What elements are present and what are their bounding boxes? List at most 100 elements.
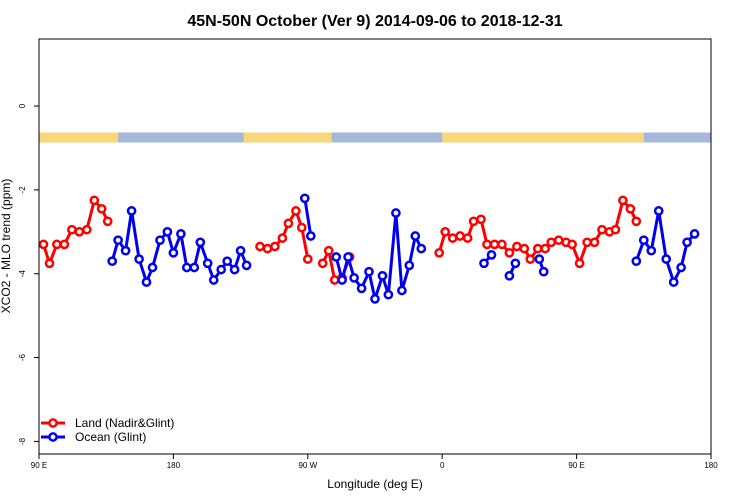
ocean-point-0-10: [176, 229, 186, 239]
y-tick-label-1: -2: [18, 186, 27, 194]
ocean-point-2-0: [331, 252, 342, 262]
land-point-3-6: [476, 214, 486, 225]
x-tick-label-3: 0: [440, 461, 445, 470]
plot-frame: [38, 38, 712, 455]
land-point-0-9: [102, 216, 113, 227]
ocean-point-2-8: [383, 289, 394, 300]
x-axis: 90 E 180 90 W 0 90 E 180: [31, 454, 718, 470]
land-point-0-6: [81, 224, 92, 235]
ocean-point-2-12: [410, 231, 421, 241]
ocean-point-2-6: [370, 294, 380, 304]
land-point-3-22: [589, 237, 600, 248]
land-point-3-11: [512, 241, 522, 252]
legend-marker-ocean: [48, 432, 58, 442]
ocean-point-1-1: [305, 231, 316, 241]
ocean-point-2-10: [397, 285, 407, 296]
land-point-3-17: [553, 235, 564, 246]
ocean-point-0-0: [107, 256, 118, 267]
ocean-point-0-5: [141, 277, 152, 287]
land-point-3-12: [519, 243, 530, 254]
ocean-point-0-19: [235, 245, 246, 256]
y-tick-label-3: -6: [18, 353, 27, 361]
land-point-1-4: [283, 218, 294, 229]
land-point-3-2: [447, 233, 458, 243]
ocean-point-1-0: [299, 193, 310, 204]
land-point-3-3: [455, 231, 465, 241]
ocean-point-2-11: [404, 260, 415, 271]
land-point-3-19: [567, 239, 577, 250]
y-axis-label: XCO2 - MLO trend (ppm): [0, 179, 13, 314]
ocean-point-0-11: [181, 262, 192, 273]
ocean-point-2-5: [364, 266, 374, 277]
land-point-1-0: [255, 241, 265, 252]
land-point-3-9: [497, 239, 507, 250]
x-axis-label: Longitude (deg E): [327, 477, 422, 491]
ocean-point-6-5: [668, 277, 679, 287]
land-point-0-4: [67, 224, 77, 235]
land-band-1: [243, 132, 332, 143]
ocean-point-2-4: [356, 283, 367, 294]
land-point-3-5: [468, 216, 479, 227]
land-band-2: [442, 132, 644, 143]
land-point-1-7: [302, 254, 313, 264]
land-point-1-5: [291, 206, 301, 216]
land-point-3-4: [462, 233, 473, 243]
ocean-point-0-20: [241, 260, 252, 271]
ocean-point-6-1: [638, 235, 649, 246]
land-point-3-21: [582, 237, 592, 248]
land-point-3-7: [482, 239, 492, 250]
series-layer: [39, 193, 700, 304]
x-tick-label-1: 180: [167, 461, 181, 470]
ocean-point-4-0: [504, 270, 515, 281]
y-tick-label-2: -4: [18, 270, 27, 278]
land-point-0-5: [74, 226, 85, 237]
land-point-0-7: [89, 195, 100, 206]
land-point-3-13: [525, 254, 536, 264]
land-point-0-1: [44, 258, 55, 269]
ocean-point-2-7: [377, 270, 388, 281]
ocean-point-2-1: [337, 275, 347, 285]
y-tick-label-4: -8: [18, 437, 27, 445]
ocean-point-2-3: [349, 273, 359, 283]
ocean-point-6-0: [631, 256, 642, 267]
land-point-1-6: [296, 222, 307, 233]
ocean-point-0-9: [168, 247, 179, 258]
ocean-point-6-4: [661, 254, 672, 264]
land-point-3-28: [631, 216, 642, 227]
x-tick-label-0: 90 E: [31, 461, 47, 470]
ocean-point-5-0: [534, 254, 545, 264]
ocean-point-2-2: [343, 252, 353, 262]
legend-label-land: Land (Nadir&Glint): [75, 416, 174, 430]
ocean-point-5-1: [538, 266, 549, 277]
ocean-point-6-6: [676, 262, 686, 273]
land-point-0-2: [52, 239, 62, 250]
land-point-3-16: [546, 237, 557, 248]
ocean-point-0-4: [134, 254, 144, 264]
ocean-point-0-17: [222, 256, 233, 267]
ocean-point-0-18: [229, 264, 240, 275]
land-point-2-2: [329, 275, 340, 285]
x-tick-label-2: 90 W: [298, 461, 317, 470]
ocean-point-0-12: [189, 262, 200, 273]
land-point-3-1: [440, 226, 451, 237]
ocean-point-2-13: [416, 243, 427, 254]
ocean-point-0-6: [147, 262, 158, 273]
ocean-point-0-8: [162, 226, 173, 237]
y-axis: 0 -2 -4 -6 -8: [18, 103, 39, 445]
ocean-band: [39, 132, 711, 143]
ocean-point-0-1: [113, 235, 123, 246]
x-tick-label-4: 90 E: [568, 461, 584, 470]
land-point-3-10: [504, 247, 515, 258]
land-point-3-15: [540, 243, 551, 254]
land-point-3-26: [618, 195, 628, 206]
land-point-3-25: [610, 224, 621, 235]
land-point-3-23: [597, 224, 607, 235]
land-point-3-27: [625, 203, 636, 214]
land-point-0-8: [96, 203, 107, 214]
ocean-point-0-16: [216, 264, 227, 275]
ocean-point-0-15: [208, 275, 219, 285]
ocean-point-0-7: [155, 235, 165, 246]
land-point-2-0: [317, 258, 328, 269]
ocean-point-0-13: [195, 237, 206, 248]
